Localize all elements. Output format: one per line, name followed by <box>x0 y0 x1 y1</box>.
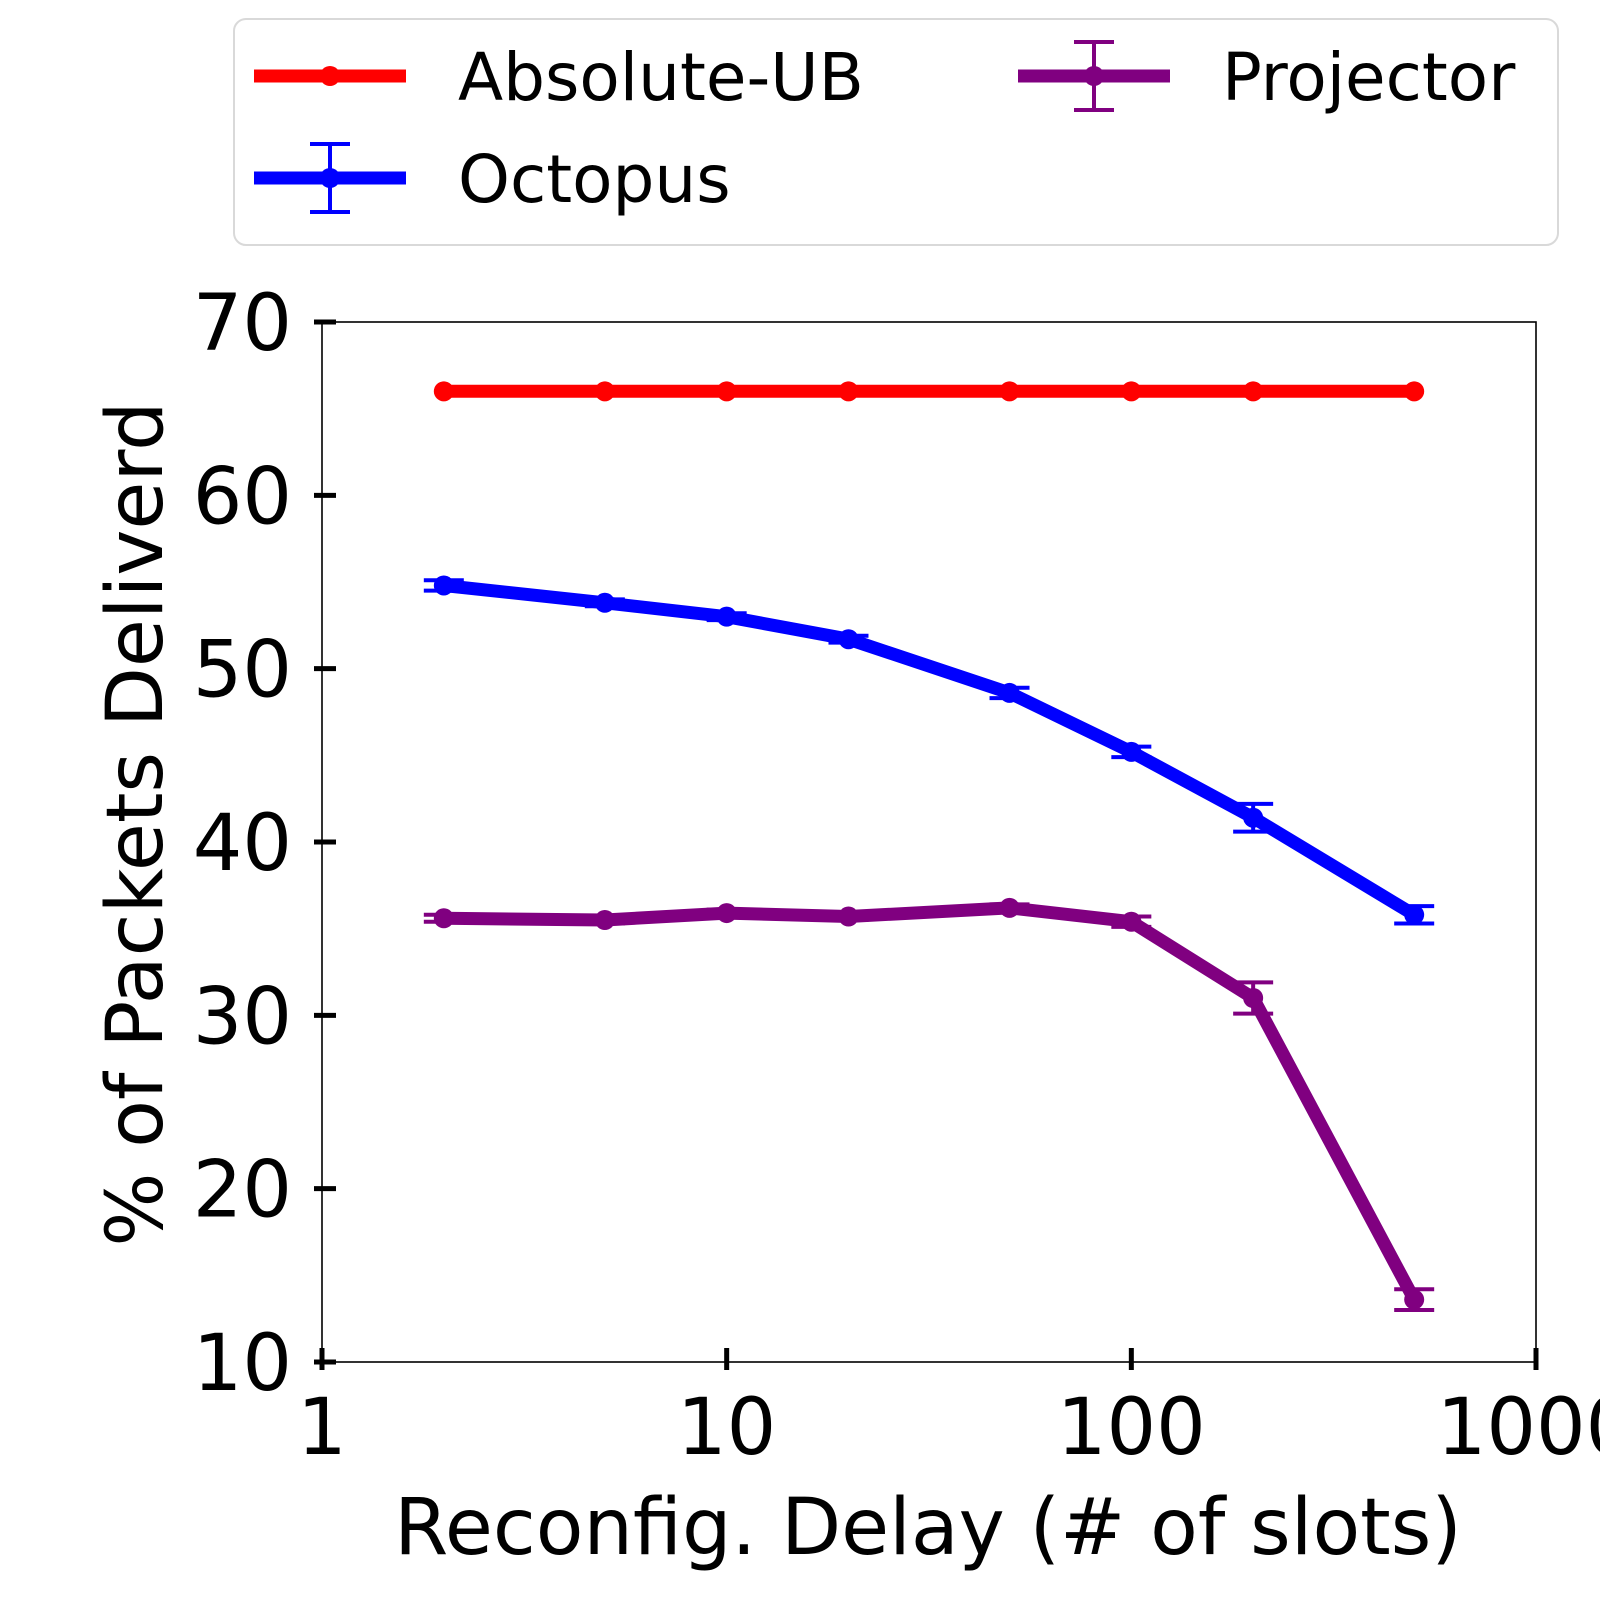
y-tick-label: 40 <box>193 799 292 889</box>
y-axis-label: % of Packets Deliverd <box>91 401 181 1246</box>
data-point <box>1243 381 1264 402</box>
y-tick-label: 70 <box>193 279 292 369</box>
data-point <box>1121 911 1142 932</box>
data-point <box>1243 988 1264 1008</box>
x-tick-label: 1000 <box>1437 1383 1600 1473</box>
data-point <box>999 897 1020 918</box>
y-tick-label: 20 <box>193 1146 292 1236</box>
data-point <box>999 381 1020 402</box>
data-point <box>1121 741 1142 762</box>
data-point <box>716 903 737 924</box>
series-octopus <box>423 575 1435 926</box>
y-tick-label: 50 <box>193 626 292 716</box>
legend-frame <box>233 18 1559 246</box>
data-point <box>716 381 737 402</box>
legend-label: Octopus <box>458 141 731 218</box>
series-line-octopus <box>437 579 1421 922</box>
legend-item-absolute-ub: Absolute-UB <box>254 39 864 116</box>
y-tick-label: 60 <box>193 452 292 542</box>
data-point <box>433 908 454 929</box>
data-point <box>594 910 615 930</box>
data-point <box>838 906 859 927</box>
legend-item-projector: Projector <box>1018 39 1516 116</box>
data-point <box>594 381 615 402</box>
y-tick-label: 30 <box>193 972 292 1062</box>
data-point <box>1404 381 1425 402</box>
series-absolute-ub <box>433 381 1425 402</box>
plot-frame <box>321 321 1537 1363</box>
data-point <box>594 592 615 613</box>
legend: Absolute-UB Octopus Projector <box>233 18 1559 246</box>
data-point <box>1121 381 1142 402</box>
legend-item-octopus: Octopus <box>254 141 731 218</box>
series-projector <box>423 897 1435 1312</box>
data-point <box>838 629 859 650</box>
x-tick-label: 10 <box>677 1383 776 1473</box>
legend-label: Projector <box>1222 39 1516 116</box>
x-tick-label: 100 <box>1057 1383 1206 1473</box>
data-point <box>433 381 454 402</box>
data-point <box>1404 1289 1425 1310</box>
data-point <box>1404 904 1425 925</box>
data-point <box>1243 807 1264 828</box>
axes: 102030405060701101001000 <box>193 279 1600 1473</box>
legend-label: Absolute-UB <box>458 39 864 116</box>
data-point <box>838 381 859 402</box>
series-layer <box>423 381 1435 1312</box>
data-point <box>433 575 454 596</box>
x-tick-label: 1 <box>297 1383 347 1473</box>
series-line-projector <box>437 901 1421 1307</box>
data-point <box>716 606 737 627</box>
x-axis-label: Reconfig. Delay (# of slots) <box>394 1483 1462 1573</box>
y-tick-label: 10 <box>193 1319 292 1409</box>
data-point <box>999 682 1020 703</box>
